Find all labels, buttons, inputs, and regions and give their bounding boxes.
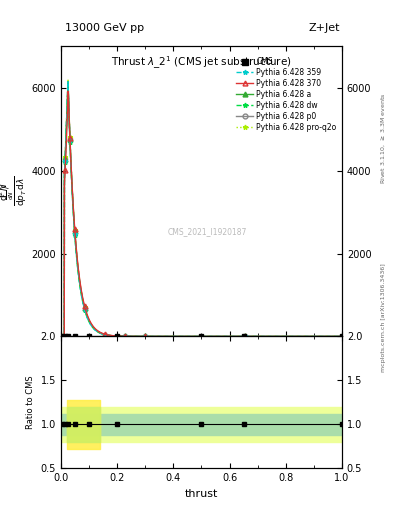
Text: mcplots.cern.ch [arXiv:1306.3436]: mcplots.cern.ch [arXiv:1306.3436] [381,263,386,372]
Text: Rivet 3.1.10, $\geq$ 3.3M events: Rivet 3.1.10, $\geq$ 3.3M events [379,93,387,184]
X-axis label: thrust: thrust [185,489,218,499]
Text: Thrust $\lambda\_2^1$ (CMS jet substructure): Thrust $\lambda\_2^1$ (CMS jet substruct… [111,55,292,71]
Y-axis label: Ratio to CMS: Ratio to CMS [26,376,35,429]
Text: $\frac{1}{\mathrm{d}N}$ /: $\frac{1}{\mathrm{d}N}$ / [0,183,16,200]
Text: CMS_2021_I1920187: CMS_2021_I1920187 [167,227,247,237]
Y-axis label: $\mathrm{d}^2N$
$\overline{\mathrm{d}p_T\,\mathrm{d}\lambda}$: $\mathrm{d}^2N$ $\overline{\mathrm{d}p_T… [0,176,29,206]
Text: Z+Jet: Z+Jet [309,23,340,33]
Legend: CMS, Pythia 6.428 359, Pythia 6.428 370, Pythia 6.428 a, Pythia 6.428 dw, Pythia: CMS, Pythia 6.428 359, Pythia 6.428 370,… [235,56,338,133]
Text: 13000 GeV pp: 13000 GeV pp [65,23,144,33]
